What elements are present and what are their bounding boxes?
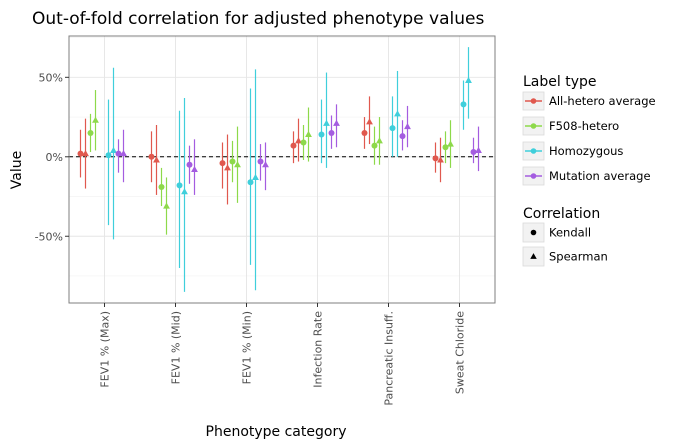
x-axis: FEV1 % (Max) FEV1 % (Mid) FEV1 % (Min) Infe…	[99, 303, 467, 406]
point-spearman	[153, 156, 160, 163]
panel-background	[69, 36, 495, 303]
y-axis: 50% 0% -50%	[35, 71, 69, 243]
point-kendall	[77, 150, 84, 157]
point-kendall	[389, 125, 396, 132]
legend-key-point	[530, 98, 537, 104]
point-spearman	[252, 173, 259, 180]
x-tick-label: FEV1 % (Min)	[241, 311, 254, 384]
legend-correlations: Kendall Spearman	[522, 222, 608, 267]
legend-label-types: All-hetero average F508-hetero Homozygous M…	[522, 91, 656, 186]
point-kendall	[460, 101, 467, 108]
y-tick-label: 50%	[39, 71, 63, 84]
point-kendall	[432, 155, 439, 162]
point-spearman	[376, 137, 383, 144]
point-kendall	[361, 129, 368, 136]
point-spearman	[181, 188, 188, 195]
point-spearman	[465, 76, 472, 84]
point-kendall	[290, 142, 297, 149]
point-kendall	[442, 144, 449, 151]
x-tick-label: FEV1 % (Mid)	[170, 311, 183, 384]
point-spearman	[120, 150, 127, 157]
point-kendall	[328, 129, 335, 136]
legend-label: Kendall	[549, 226, 591, 240]
point-spearman	[305, 130, 312, 138]
x-tick-label: FEV1 % (Max)	[99, 311, 112, 388]
legend-title-label-type: Label type	[523, 74, 597, 90]
chart-title: Out-of-fold correlation for adjusted phe…	[32, 9, 484, 29]
legend-title-correlation: Correlation	[523, 206, 600, 222]
point-spearman	[224, 164, 231, 171]
point-spearman	[437, 156, 444, 163]
point-kendall	[105, 152, 112, 159]
point-kendall	[115, 150, 122, 157]
point-kendall	[300, 139, 307, 146]
point-spearman	[191, 165, 198, 173]
point-spearman	[447, 140, 454, 147]
point-spearman	[323, 119, 330, 126]
point-spearman	[82, 150, 89, 157]
legend-key-circle	[530, 229, 537, 236]
point-kendall	[87, 129, 94, 136]
point-kendall	[219, 160, 226, 167]
y-tick-label: 0%	[46, 151, 63, 164]
point-kendall	[229, 158, 236, 165]
panel-border	[68, 35, 496, 304]
grid-minor	[69, 37, 495, 277]
point-spearman	[394, 110, 401, 117]
point-kendall	[318, 131, 325, 138]
legend-label: Mutation average	[549, 169, 651, 183]
point-spearman	[333, 119, 340, 126]
point-spearman	[475, 146, 482, 153]
legend-key-point	[530, 173, 537, 179]
point-kendall	[257, 158, 264, 165]
point-kendall	[399, 133, 406, 140]
point-spearman	[295, 137, 302, 144]
y-tick-label: -50%	[35, 230, 63, 243]
legend-key-point	[530, 123, 537, 129]
legend-key-point	[530, 148, 537, 154]
point-kendall	[148, 153, 155, 160]
point-kendall	[158, 183, 165, 190]
point-spearman	[110, 146, 117, 153]
x-tick-label: Sweat Chloride	[454, 311, 467, 394]
legend-label: All-hetero average	[549, 94, 656, 108]
point-kendall	[470, 149, 477, 156]
point-spearman	[234, 161, 241, 168]
point-spearman	[163, 202, 170, 209]
x-tick-label: Pancreatic Insuff.	[383, 311, 396, 406]
legend-label: Homozygous	[549, 144, 623, 158]
legend-label: Spearman	[549, 250, 608, 264]
point-kendall	[176, 182, 183, 189]
data-marks	[77, 47, 482, 292]
point-spearman	[262, 161, 269, 168]
plot-panel	[68, 35, 496, 304]
point-spearman	[92, 116, 99, 123]
legend: Label type All-hetero average F508-hetero…	[522, 74, 656, 267]
legend-key-triangle	[530, 253, 537, 259]
point-spearman	[404, 122, 411, 130]
legend-label: F508-hetero	[549, 119, 619, 133]
point-kendall	[371, 142, 378, 149]
point-kendall	[186, 161, 193, 168]
x-axis-title: Phenotype category	[206, 424, 347, 440]
point-spearman	[366, 118, 373, 125]
x-tick-label: Infection Rate	[312, 311, 325, 388]
point-kendall	[247, 179, 254, 186]
y-axis-title: Value	[9, 151, 25, 189]
